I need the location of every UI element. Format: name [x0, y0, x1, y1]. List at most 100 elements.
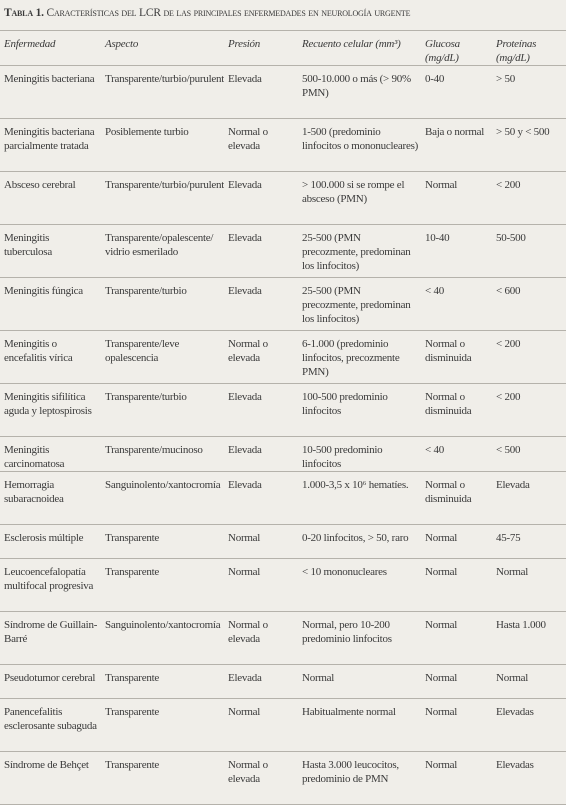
table-cell: Elevada — [224, 383, 298, 437]
table-cell: Transparente — [101, 751, 224, 805]
table-body: Meningitis bacteriana Transparente/turbio… — [0, 65, 566, 805]
table-caption: Características del LCR de las principal… — [46, 7, 411, 19]
table-cell: Pseudotumor cerebral — [0, 664, 101, 699]
table-cell: < 200 — [492, 171, 566, 225]
table-cell: Absceso cerebral — [0, 171, 101, 225]
table-cell: Habitualmente normal — [298, 698, 421, 752]
table-cell: 0-20 linfocitos, > 50, raro — [298, 524, 421, 559]
table-cell: Transparente/leve opalescencia — [101, 330, 224, 384]
header-cell: Proteínas (mg/dL) — [492, 30, 566, 66]
table-cell: Meningitis fúngica — [0, 277, 101, 331]
table-cell: > 50 — [492, 65, 566, 119]
table-cell: Normal o elevada — [224, 118, 298, 172]
table-cell: < 500 — [492, 436, 566, 472]
table-cell: 6-1.000 (predominio linfocitos, precozme… — [298, 330, 421, 384]
table-cell: Transparente — [101, 664, 224, 699]
header-cell: Recuento celular (mm³) — [298, 30, 421, 66]
table-cell: Meningitis o encefalitis vírica — [0, 330, 101, 384]
table-cell: Meningitis sifilítica aguda y leptospiro… — [0, 383, 101, 437]
table-cell: Panencefalitis esclerosante subaguda — [0, 698, 101, 752]
table-cell: Posiblemente turbio — [101, 118, 224, 172]
table-cell: Transparente — [101, 698, 224, 752]
table-cell: < 200 — [492, 330, 566, 384]
table-cell: Hasta 3.000 leucocitos, predominio de PM… — [298, 751, 421, 805]
table-cell: 1.000-3,5 x 10⁶ hematíes. — [298, 471, 421, 525]
table-cell: Normal — [492, 664, 566, 699]
table-cell: Normal — [421, 698, 492, 752]
table-cell: Elevada — [224, 436, 298, 472]
table-cell: Meningitis tuberculosa — [0, 224, 101, 278]
table-cell: Normal — [421, 524, 492, 559]
table-cell: Normal — [421, 171, 492, 225]
header-cell: Glucosa (mg/dL) — [421, 30, 492, 66]
table-cell: Meningitis bacteriana — [0, 65, 101, 119]
table-cell: Normal — [421, 751, 492, 805]
table-cell: Normal o elevada — [224, 751, 298, 805]
table-cell: Normal — [224, 558, 298, 612]
table-cell: Normal — [298, 664, 421, 699]
table-row: Meningitis sifilítica aguda y leptospiro… — [0, 383, 566, 437]
table-cell: Normal o disminuida — [421, 471, 492, 525]
table-cell: Hasta 1.000 — [492, 611, 566, 665]
table-cell: Normal, pero 10-200 predominio linfocito… — [298, 611, 421, 665]
table: Enfermedad Aspecto Presión Recuento celular… — [0, 30, 566, 805]
table-cell: Hemorragia subaracnoidea — [0, 471, 101, 525]
table-title: Tabla 1. Características del LCR de las … — [0, 0, 566, 30]
table-cell: 50-500 — [492, 224, 566, 278]
table-cell: Normal — [492, 558, 566, 612]
table-cell: Síndrome de Behçet — [0, 751, 101, 805]
table-cell: Normal — [421, 611, 492, 665]
table-cell: Transparente — [101, 558, 224, 612]
table-row: Meningitis fúngica Transparente/turbio Ele… — [0, 277, 566, 331]
table-cell: Elevada — [224, 65, 298, 119]
table-cell: Elevada — [224, 224, 298, 278]
table-cell: Meningitis bacteriana parcialmente trata… — [0, 118, 101, 172]
table-cell: Transparente/turbio/purulento — [101, 65, 224, 119]
table-cell: Elevada — [224, 664, 298, 699]
table-cell: Baja o normal — [421, 118, 492, 172]
table-cell: 500-10.000 o más (> 90% PMN) — [298, 65, 421, 119]
table-cell: Transparente/turbio/purulento — [101, 171, 224, 225]
table-cell: Normal — [421, 664, 492, 699]
table-row: Hemorragia subaracnoidea Sanguinolento/xa… — [0, 471, 566, 525]
table-cell: < 200 — [492, 383, 566, 437]
table-cell: Normal o elevada — [224, 330, 298, 384]
table-cell: Leucoencefalopatía multifocal progresiva — [0, 558, 101, 612]
table-cell: Meningitis carcinomatosa — [0, 436, 101, 472]
table-row: Meningitis bacteriana parcialmente trata… — [0, 118, 566, 172]
table-cell: Elevadas — [492, 698, 566, 752]
table-row: Síndrome de Guillain-Barré Sanguinolento/… — [0, 611, 566, 665]
table-row: Síndrome de Behçet Transparente Normal o e… — [0, 751, 566, 805]
table-row: Panencefalitis esclerosante subaguda Tran… — [0, 698, 566, 752]
table-cell: Normal — [421, 558, 492, 612]
table-cell: 45-75 — [492, 524, 566, 559]
table-cell: Normal o disminuida — [421, 383, 492, 437]
header-cell: Enfermedad — [0, 30, 101, 66]
table-row: Meningitis o encefalitis vírica Transpare… — [0, 330, 566, 384]
table-cell: Transparente — [101, 524, 224, 559]
header-cell: Aspecto — [101, 30, 224, 66]
table-cell: 25-500 (PMN precozmente, predominan los … — [298, 277, 421, 331]
table-cell: Elevada — [224, 471, 298, 525]
table-cell: Síndrome de Guillain-Barré — [0, 611, 101, 665]
table-row: Meningitis tuberculosa Transparente/opale… — [0, 224, 566, 278]
header-row: Enfermedad Aspecto Presión Recuento celular… — [0, 30, 566, 66]
table-row: Leucoencefalopatía multifocal progresiva… — [0, 558, 566, 612]
table-row: Pseudotumor cerebral Transparente Elevada N… — [0, 664, 566, 699]
table-cell: 0-40 — [421, 65, 492, 119]
table-cell: Transparente/mucinoso — [101, 436, 224, 472]
table-cell: Sanguinolento/xantocromía — [101, 611, 224, 665]
table-cell: Elevada — [224, 277, 298, 331]
table-cell: 100-500 predominio linfocitos — [298, 383, 421, 437]
table-cell: 1-500 (predominio linfocitos o mononucle… — [298, 118, 421, 172]
table-cell: Elevadas — [492, 751, 566, 805]
table-cell: Normal o disminuida — [421, 330, 492, 384]
table-cell: Sanguinolento/xantocromía — [101, 471, 224, 525]
table-cell: > 100.000 si se rompe el absceso (PMN) — [298, 171, 421, 225]
table-row: Absceso cerebral Transparente/turbio/puru… — [0, 171, 566, 225]
table-cell: < 600 — [492, 277, 566, 331]
table-cell: < 40 — [421, 277, 492, 331]
table-cell: Elevada — [224, 171, 298, 225]
